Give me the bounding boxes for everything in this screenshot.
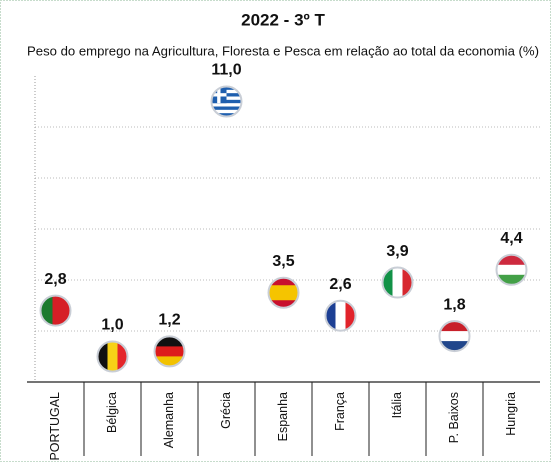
flag-ring bbox=[438, 320, 471, 353]
flag-stripe bbox=[107, 341, 118, 372]
flag-stripe bbox=[46, 295, 53, 326]
chart-subtitle: Peso do emprego na Agricultura, Floresta… bbox=[27, 44, 539, 58]
value-label: 1,8 bbox=[443, 296, 465, 313]
x-tick-label: França bbox=[333, 392, 347, 431]
flag-stripe bbox=[40, 295, 47, 326]
x-tick-label: P. Baixos bbox=[447, 392, 461, 443]
x-tick-label: Bélgica bbox=[105, 392, 119, 433]
flag-marker bbox=[382, 267, 413, 298]
flag-ring bbox=[153, 335, 186, 368]
flag-stripe bbox=[64, 295, 71, 326]
flag-ring bbox=[495, 253, 528, 286]
flag-marker bbox=[97, 341, 128, 372]
flag-ring bbox=[210, 85, 243, 118]
flag-stripe bbox=[211, 106, 242, 111]
flag-stripe bbox=[325, 300, 336, 331]
x-tick-label: Hungria bbox=[504, 392, 518, 436]
flag-marker bbox=[40, 295, 71, 326]
flag-stripe bbox=[439, 321, 470, 332]
chart-title: 2022 - 3º T bbox=[241, 10, 325, 29]
flag-stripe bbox=[402, 267, 413, 298]
flag-stripe bbox=[268, 300, 299, 308]
flag-stripe bbox=[52, 295, 59, 326]
flag-marker bbox=[268, 277, 299, 308]
flag-stripe bbox=[211, 103, 242, 107]
flag-stripe bbox=[496, 264, 527, 276]
flag-stripe bbox=[117, 341, 128, 372]
x-tick-label: PORTUGAL bbox=[48, 392, 62, 461]
flag-stripe bbox=[335, 300, 346, 331]
flag-cross bbox=[217, 86, 221, 104]
value-label: 11,0 bbox=[211, 62, 241, 79]
value-label: 3,5 bbox=[272, 253, 294, 270]
flag-ring bbox=[267, 276, 300, 309]
flag-stripe bbox=[496, 274, 527, 285]
flag-stripe bbox=[97, 341, 108, 372]
flag-stripe bbox=[268, 277, 299, 286]
flag-stripe bbox=[154, 356, 185, 367]
flag-stripe bbox=[392, 267, 403, 298]
x-tick-label: Espanha bbox=[276, 392, 290, 441]
flag-stripe bbox=[345, 300, 356, 331]
value-label: 4,4 bbox=[500, 230, 522, 247]
flag-stripe bbox=[268, 285, 299, 294]
value-label: 3,9 bbox=[386, 243, 408, 260]
flag-stripe bbox=[154, 336, 185, 347]
x-tick-label: Itália bbox=[390, 392, 404, 418]
flag-stripe bbox=[211, 113, 242, 117]
flag-ring bbox=[381, 266, 414, 299]
x-tick-label: Alemanha bbox=[162, 392, 176, 448]
flag-marker bbox=[154, 336, 185, 367]
flag-ring bbox=[324, 299, 357, 332]
value-label: 2,6 bbox=[329, 276, 351, 293]
flag-marker bbox=[496, 254, 527, 285]
flag-marker bbox=[325, 300, 356, 331]
flag-ring bbox=[39, 294, 72, 327]
flag-stripe bbox=[58, 295, 65, 326]
value-label: 1,2 bbox=[158, 312, 180, 329]
x-tick-label: Grécia bbox=[219, 392, 233, 429]
flag-stripe bbox=[268, 292, 299, 301]
flag-stripe bbox=[439, 331, 470, 342]
value-label: 2,8 bbox=[44, 271, 66, 288]
flag-stripe bbox=[382, 267, 393, 298]
flag-marker bbox=[439, 321, 470, 352]
flag-ring bbox=[96, 340, 129, 373]
flag-stripe bbox=[211, 109, 242, 114]
value-label: 1,0 bbox=[101, 317, 123, 334]
flag-stripe bbox=[439, 341, 470, 352]
flag-stripe bbox=[154, 346, 185, 357]
flag-stripe bbox=[496, 254, 527, 266]
